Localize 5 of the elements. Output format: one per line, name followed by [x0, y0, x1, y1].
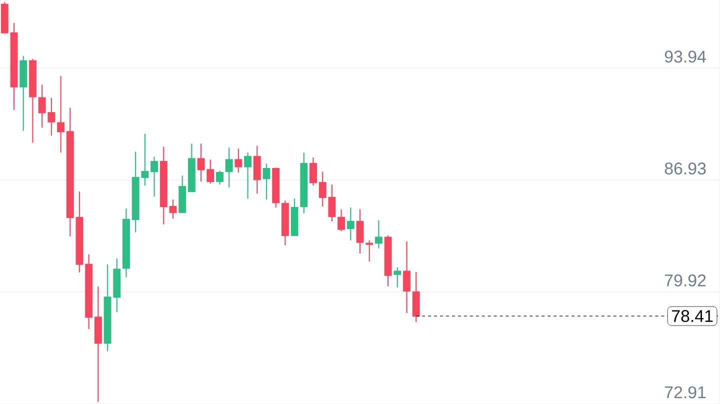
y-tick-label: 72.91: [664, 386, 706, 398]
ref-line-label: 78.41: [672, 310, 713, 322]
y-tick-label: 79.92: [664, 274, 706, 286]
y-tick-label: 93.94: [664, 50, 706, 63]
y-tick-label: 86.93: [664, 162, 706, 175]
